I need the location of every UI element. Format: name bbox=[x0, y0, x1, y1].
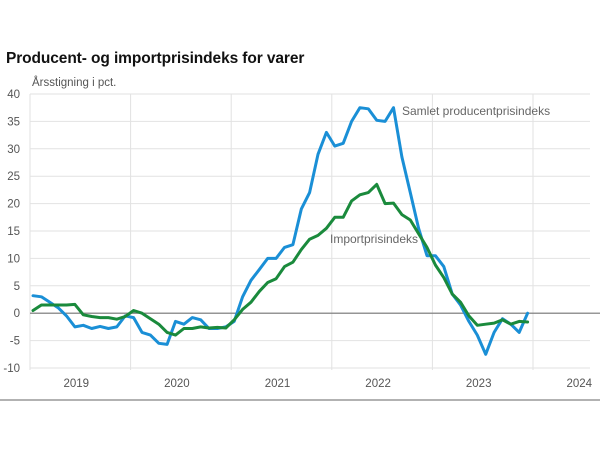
x-tick-label: 2024 bbox=[567, 378, 593, 390]
y-tick-label: -10 bbox=[3, 363, 20, 375]
series-lines bbox=[31, 106, 530, 356]
chart-title: Producent- og importprisindeks for varer bbox=[6, 50, 305, 67]
y-tick-label: 0 bbox=[14, 308, 20, 320]
y-tick-label: 35 bbox=[7, 116, 20, 128]
x-tick-label: 2019 bbox=[64, 378, 90, 390]
annotation-importprisindeks: Importprisindeks bbox=[330, 232, 418, 246]
series-line-samlet-producentprisindeks bbox=[31, 106, 530, 356]
x-tick-label: 2020 bbox=[164, 378, 190, 390]
y-tick-label: 30 bbox=[7, 144, 20, 156]
x-tick-label: 2023 bbox=[466, 378, 492, 390]
y-tick-label: -5 bbox=[10, 336, 20, 348]
x-tick-label: 2022 bbox=[365, 378, 391, 390]
y-axis-ticks: 40 35 30 25 20 15 10 5 0 -5 -10 bbox=[3, 89, 20, 375]
annotation-samlet-producentprisindeks: Samlet producentprisindeks bbox=[402, 104, 550, 118]
y-axis-label: Årsstigning i pct. bbox=[32, 76, 116, 89]
y-tick-label: 25 bbox=[7, 171, 20, 183]
y-tick-label: 15 bbox=[7, 226, 20, 238]
y-tick-label: 40 bbox=[7, 89, 20, 101]
y-tick-label: 10 bbox=[7, 253, 20, 265]
y-tick-label: 5 bbox=[14, 281, 20, 293]
x-axis-ticks: 2019 2020 2021 2022 2023 2024 bbox=[64, 378, 593, 390]
series-line-importprisindeks bbox=[31, 182, 530, 337]
x-tick-label: 2021 bbox=[265, 378, 291, 390]
y-tick-label: 20 bbox=[7, 199, 20, 211]
